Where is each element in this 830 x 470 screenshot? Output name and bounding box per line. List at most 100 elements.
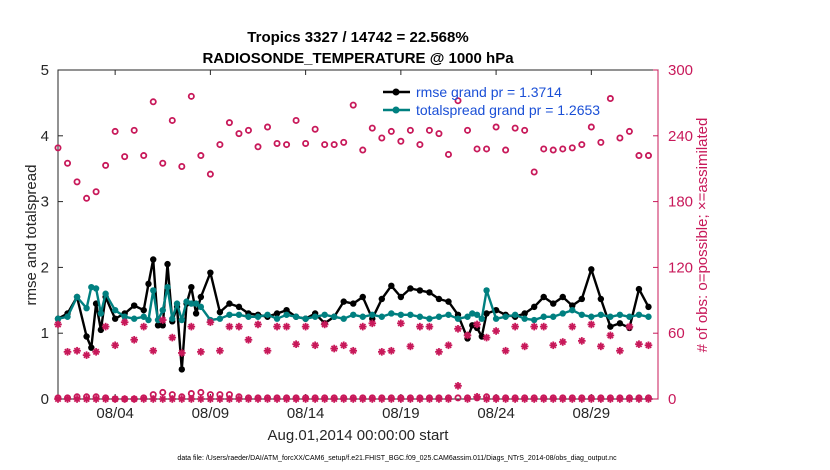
star-stroke bbox=[159, 316, 167, 324]
totalspread-point bbox=[330, 313, 338, 320]
rmse-point bbox=[154, 322, 162, 329]
obs-assimilated-point bbox=[416, 322, 424, 331]
rmse-point bbox=[435, 295, 443, 303]
obs-possible-point bbox=[111, 127, 119, 135]
rmse-point bbox=[550, 300, 557, 307]
series-layer bbox=[54, 92, 653, 403]
obs-possible-low-point bbox=[197, 388, 205, 396]
totalspread-point bbox=[97, 310, 105, 317]
obs-possible-point bbox=[159, 159, 167, 167]
rmse-point bbox=[478, 333, 486, 340]
rmse-point bbox=[159, 322, 166, 329]
star-stroke bbox=[226, 323, 233, 330]
star-stroke bbox=[540, 395, 548, 403]
star-stroke bbox=[102, 323, 109, 330]
obs-assimilated-low-point bbox=[501, 395, 510, 403]
totalspread-point bbox=[102, 290, 109, 297]
totalspread-point bbox=[616, 311, 624, 318]
obs-assimilated-point bbox=[197, 348, 205, 356]
totalspread-point bbox=[216, 315, 224, 322]
obs-assimilated-point bbox=[54, 320, 62, 329]
rmse-point bbox=[407, 285, 414, 292]
star-stroke bbox=[416, 323, 424, 330]
obs-possible-point bbox=[302, 139, 310, 147]
totalspread-point bbox=[550, 313, 557, 320]
totalspread-point bbox=[192, 300, 200, 307]
obs-possible-point bbox=[568, 144, 576, 152]
obs-assimilated-point bbox=[387, 346, 396, 355]
obs-possible-point bbox=[521, 126, 529, 134]
obs-possible-point bbox=[549, 146, 557, 154]
star-stroke bbox=[378, 348, 386, 356]
star-stroke bbox=[388, 395, 395, 403]
obs-possible-point bbox=[321, 141, 329, 149]
obs-assimilated-point bbox=[216, 346, 224, 355]
star-stroke bbox=[378, 395, 386, 403]
star-stroke bbox=[168, 334, 176, 341]
obs-possible-point bbox=[625, 127, 633, 135]
obs-possible-point bbox=[492, 123, 500, 131]
star-stroke bbox=[188, 323, 195, 330]
obs-assimilated-point bbox=[330, 344, 338, 353]
legend-rmse-marker bbox=[392, 88, 400, 96]
totalspread-point bbox=[140, 313, 147, 320]
obs-possible-point bbox=[597, 138, 605, 146]
obs-assimilated-point bbox=[616, 346, 624, 355]
obs-possible-point bbox=[483, 145, 491, 153]
obs-assimilated-low-point bbox=[273, 395, 281, 403]
rmse-point bbox=[597, 295, 605, 303]
rmse-point bbox=[235, 303, 243, 311]
obs-assimilated-point bbox=[473, 320, 481, 329]
obs-assimilated-low-point bbox=[530, 395, 538, 403]
obs-assimilated-low-point bbox=[225, 395, 234, 403]
obs-assimilated-point bbox=[349, 346, 358, 355]
rmse-point bbox=[530, 303, 538, 311]
star-stroke bbox=[64, 395, 71, 403]
obs-assimilated-point bbox=[482, 333, 491, 342]
obs-assimilated-point bbox=[187, 322, 196, 331]
rmse-point bbox=[616, 320, 624, 327]
star-stroke bbox=[397, 320, 405, 327]
obs-assimilated-low-point bbox=[539, 395, 548, 403]
star-stroke bbox=[226, 395, 233, 403]
star-stroke bbox=[540, 323, 548, 330]
y-right-tick-label: 300 bbox=[668, 62, 693, 79]
totalspread-point bbox=[64, 313, 71, 320]
obs-possible-point bbox=[559, 145, 567, 153]
obs-possible-point bbox=[425, 126, 433, 134]
star-stroke bbox=[407, 395, 414, 403]
obs-possible-point bbox=[540, 145, 548, 153]
totalspread-point bbox=[340, 315, 347, 322]
obs-possible-point bbox=[359, 146, 367, 154]
obs-assimilated-point bbox=[235, 322, 243, 331]
obs-possible-point bbox=[197, 152, 205, 160]
obs-assimilated-point bbox=[597, 342, 605, 351]
star-stroke bbox=[330, 395, 338, 403]
star-stroke bbox=[92, 348, 100, 356]
totalspread-point bbox=[378, 313, 386, 320]
obs-assimilated-low-point bbox=[358, 395, 367, 403]
rmse-point bbox=[645, 303, 652, 311]
star-stroke bbox=[530, 395, 538, 403]
obs-possible-point bbox=[283, 141, 291, 149]
obs-assimilated-low-point bbox=[511, 395, 519, 403]
rmse-point bbox=[426, 289, 433, 296]
rmse-point bbox=[83, 333, 90, 340]
star-stroke bbox=[388, 347, 395, 355]
legend-spread-label: totalspread grand pr = 1.2653 bbox=[416, 102, 600, 118]
obs-assimilated-point bbox=[92, 348, 100, 356]
totalspread-point bbox=[607, 313, 614, 320]
obs-assimilated-point bbox=[149, 346, 158, 355]
star-stroke bbox=[473, 321, 481, 328]
obs-possible-point bbox=[378, 134, 386, 142]
totalspread-point bbox=[369, 311, 376, 318]
totalspread-point bbox=[626, 313, 633, 320]
star-stroke bbox=[588, 395, 595, 403]
obs-assimilated-point bbox=[568, 322, 577, 331]
x-axis-label: Aug.01,2014 00:00:00 start bbox=[268, 427, 450, 444]
totalspread-point bbox=[111, 306, 119, 314]
star-stroke bbox=[149, 347, 157, 355]
rmse-point bbox=[283, 306, 290, 314]
rmse-point bbox=[416, 287, 424, 294]
star-stroke bbox=[349, 347, 357, 355]
